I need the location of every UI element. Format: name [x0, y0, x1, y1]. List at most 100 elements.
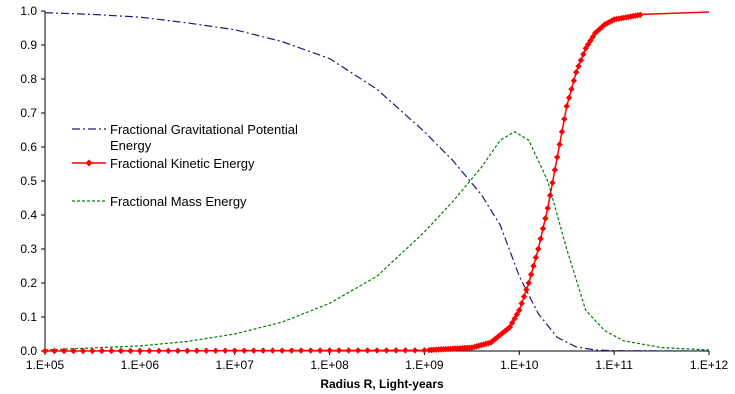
kinetic-marker: [608, 17, 615, 24]
kinetic-marker: [542, 215, 549, 222]
kinetic-marker: [127, 347, 134, 355]
series-line-mass: [44, 131, 710, 351]
kinetic-marker: [51, 347, 58, 355]
legend-label-kinetic: Fractional Kinetic Energy: [110, 156, 255, 171]
kinetic-marker: [307, 347, 314, 354]
kinetic-marker: [345, 347, 352, 354]
y-tick-label: 0.0: [20, 344, 37, 358]
legend-label-gravitational: Fractional Gravitational Potential: [110, 122, 298, 137]
legend-label-gravitational-cont: Energy: [110, 138, 152, 153]
kinetic-marker: [523, 286, 530, 293]
kinetic-marker: [297, 347, 305, 354]
kinetic-marker: [551, 166, 559, 174]
y-tick-label: 0.2: [20, 276, 37, 290]
kinetic-marker: [570, 77, 578, 84]
x-axis-label: Radius R, Light-years: [320, 377, 444, 391]
kinetic-marker: [117, 347, 125, 355]
kinetic-marker: [269, 347, 276, 354]
kinetic-marker: [383, 347, 390, 354]
kinetic-marker: [222, 347, 229, 354]
kinetic-marker: [316, 347, 324, 354]
kinetic-marker: [354, 347, 362, 354]
kinetic-marker: [250, 347, 257, 354]
kinetic-marker: [568, 86, 575, 93]
kinetic-marker: [373, 347, 381, 354]
y-tick-label: 0.4: [20, 208, 37, 222]
kinetic-marker: [174, 347, 181, 354]
kinetic-marker: [212, 347, 219, 354]
kinetic-marker: [539, 225, 547, 232]
legend: Fractional Gravitational Potential Energ…: [62, 112, 364, 222]
kinetic-marker: [558, 128, 566, 135]
kinetic-marker: [563, 103, 570, 110]
kinetic-markers: [41, 11, 644, 355]
kinetic-marker: [561, 115, 568, 123]
kinetic-marker: [535, 245, 542, 253]
kinetic-marker: [326, 347, 333, 354]
kinetic-marker: [546, 192, 554, 199]
kinetic-marker: [580, 51, 587, 58]
kinetic-marker: [506, 324, 513, 331]
legend-box: [62, 112, 364, 222]
kinetic-marker: [155, 347, 163, 354]
kinetic-marker: [89, 347, 96, 355]
kinetic-marker: [525, 279, 532, 287]
x-tick-label: 1.E+09: [405, 358, 444, 372]
kinetic-marker: [335, 347, 343, 354]
y-tick-label: 0.8: [20, 72, 37, 86]
kinetic-marker: [544, 205, 551, 212]
kinetic-marker: [184, 347, 191, 354]
kinetic-marker: [582, 45, 589, 52]
x-axis-ticks: 1.E+05 1.E+06 1.E+07 1.E+08 1.E+09 1.E+10 1.E+…: [26, 351, 729, 372]
kinetic-marker: [518, 300, 525, 307]
y-tick-label: 0.7: [20, 106, 37, 120]
kinetic-marker: [520, 293, 528, 300]
kinetic-marker: [637, 11, 644, 19]
y-tick-label: 0.3: [20, 242, 37, 256]
kinetic-marker: [259, 347, 267, 354]
kinetic-marker: [60, 347, 68, 355]
legend-marker-kinetic: [85, 159, 93, 167]
x-tick-label: 1.E+08: [310, 358, 349, 372]
x-tick-label: 1.E+11: [595, 358, 633, 372]
kinetic-marker: [556, 141, 563, 148]
kinetic-marker: [108, 347, 115, 355]
kinetic-marker: [599, 23, 606, 30]
kinetic-marker: [565, 94, 573, 101]
kinetic-marker: [554, 154, 561, 161]
kinetic-marker: [530, 262, 537, 270]
kinetic-marker: [411, 347, 419, 354]
kinetic-marker: [421, 347, 428, 354]
y-tick-label: 0.9: [20, 38, 37, 52]
kinetic-marker: [511, 315, 518, 322]
kinetic-marker: [79, 347, 87, 355]
kinetic-marker: [532, 254, 540, 261]
kinetic-marker: [146, 347, 153, 355]
kinetic-marker: [513, 311, 521, 318]
series-line-gravitational-potential: [44, 12, 710, 352]
kinetic-marker: [577, 57, 585, 64]
legend-label-mass: Fractional Mass Energy: [110, 194, 247, 209]
kinetic-marker: [231, 347, 238, 354]
kinetic-marker: [575, 63, 582, 70]
kinetic-marker: [165, 347, 172, 354]
kinetic-marker: [573, 69, 580, 76]
plot-series: [41, 11, 710, 355]
y-tick-label: 1.0: [20, 4, 37, 18]
kinetic-marker: [508, 319, 516, 327]
kinetic-marker: [241, 347, 248, 354]
kinetic-marker: [402, 347, 409, 354]
kinetic-marker: [392, 347, 400, 354]
kinetic-marker: [527, 271, 535, 278]
kinetic-marker: [589, 33, 596, 41]
kinetic-marker: [136, 347, 144, 355]
x-tick-label: 1.E+10: [500, 358, 539, 372]
kinetic-marker: [549, 179, 556, 186]
kinetic-marker: [516, 307, 523, 314]
x-tick-label: 1.E+07: [216, 358, 255, 372]
y-tick-label: 0.5: [20, 174, 37, 188]
kinetic-marker: [278, 347, 286, 354]
kinetic-marker: [364, 347, 371, 354]
kinetic-marker: [70, 347, 77, 355]
